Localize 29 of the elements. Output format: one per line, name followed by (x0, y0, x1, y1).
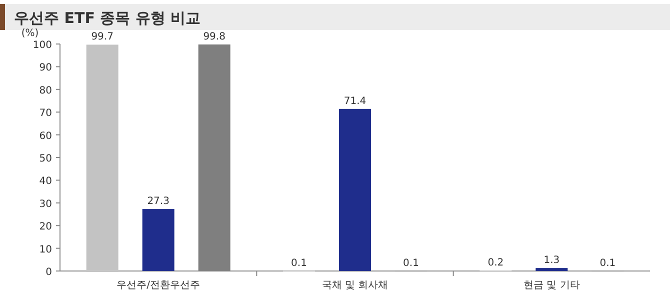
y-tick-label: 60 (39, 130, 52, 142)
data-label: 0.1 (403, 258, 419, 269)
data-label: 0.1 (291, 258, 307, 269)
bar (142, 209, 174, 271)
data-label: 0.1 (600, 258, 616, 269)
y-tick-label: 30 (39, 198, 52, 210)
y-tick-label: 20 (39, 222, 52, 233)
y-tick-label: 40 (39, 176, 52, 188)
x-tick-label: 현금 및 기타 (523, 280, 580, 291)
data-label: 99.7 (91, 32, 114, 43)
data-label: 0.2 (488, 258, 504, 269)
y-tick-label: 0 (46, 267, 52, 278)
bar (536, 268, 568, 271)
bar (339, 108, 371, 271)
bar (86, 44, 118, 271)
y-tick-label: 80 (39, 85, 52, 96)
x-tick-label: 국채 및 회사채 (322, 280, 388, 291)
chart-title: 우선주 ETF 종목 유형 비교 (14, 9, 201, 27)
y-axis-title: (%) (21, 28, 39, 39)
y-tick-label: 100 (32, 40, 52, 51)
x-tick-label: 우선주/전환우선주 (116, 280, 200, 291)
data-label: 99.8 (203, 31, 226, 42)
y-tick-label: 90 (39, 62, 52, 74)
y-tick-label: 70 (39, 108, 52, 120)
data-label: 27.3 (147, 196, 170, 208)
data-label: 71.4 (344, 96, 366, 107)
y-tick-label: 10 (39, 244, 52, 256)
data-label: 1.3 (544, 255, 560, 266)
y-tick-label: 50 (39, 154, 52, 164)
